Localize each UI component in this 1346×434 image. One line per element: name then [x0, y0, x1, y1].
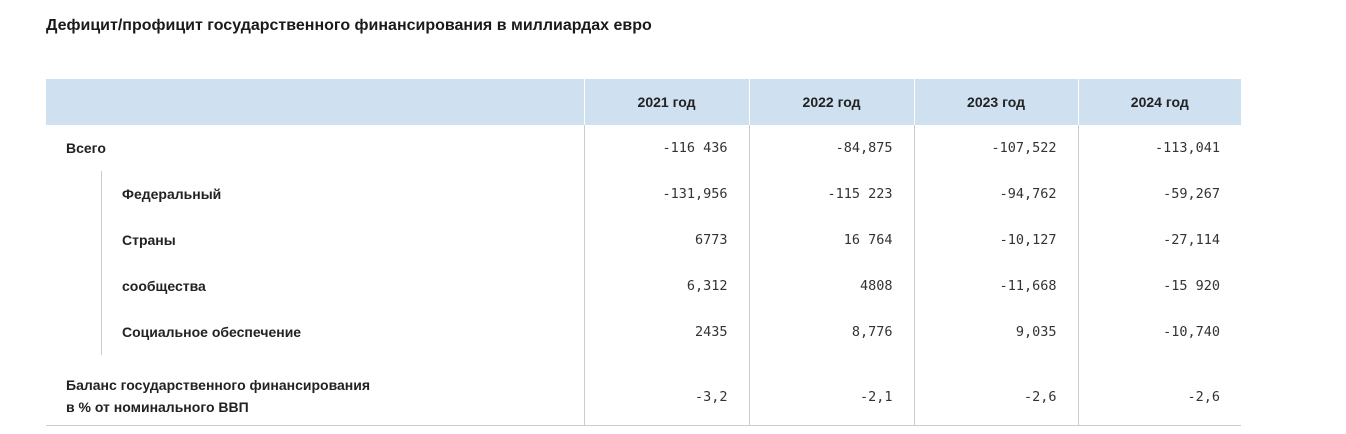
table-title: Дефицит/профицит государственного финанс…	[46, 17, 652, 35]
table-cell: -2,1	[749, 355, 914, 426]
deficit-table: 2021 год 2022 год 2023 год 2024 год Всег…	[46, 79, 1241, 426]
header-label-cell	[46, 79, 584, 125]
balance-label-line1: Баланс государственного финансирования	[66, 374, 584, 396]
table-cell: -27,114	[1078, 217, 1241, 263]
table-row-balance: Баланс государственного финансирования в…	[46, 355, 1241, 426]
table-row-communities: сообщества 6,312 4808 -11,668 -15 920	[46, 263, 1241, 309]
table-cell: -115 223	[749, 171, 914, 217]
table-cell: 9,035	[914, 309, 1078, 355]
row-label: Страны	[101, 217, 584, 263]
table-cell: 6,312	[584, 263, 749, 309]
table-cell: -59,267	[1078, 171, 1241, 217]
table-cell: 16 764	[749, 217, 914, 263]
column-header-2021: 2021 год	[584, 79, 749, 125]
column-header-2024: 2024 год	[1078, 79, 1241, 125]
table-row-states: Страны 6773 16 764 -10,127 -27,114	[46, 217, 1241, 263]
column-header-2023: 2023 год	[914, 79, 1078, 125]
table-cell: -107,522	[914, 125, 1078, 171]
table-cell: -15 920	[1078, 263, 1241, 309]
row-label: Всего	[46, 125, 584, 171]
balance-label-line2: в % от номинального ВВП	[66, 396, 584, 418]
column-header-2022: 2022 год	[749, 79, 914, 125]
table-cell: -10,127	[914, 217, 1078, 263]
table-cell: -2,6	[914, 355, 1078, 426]
table-cell: -116 436	[584, 125, 749, 171]
table-cell: -113,041	[1078, 125, 1241, 171]
table-cell: -3,2	[584, 355, 749, 426]
table-cell: 2435	[584, 309, 749, 355]
row-label: Социальное обеспечение	[101, 309, 584, 355]
table-cell: -10,740	[1078, 309, 1241, 355]
table-cell: 6773	[584, 217, 749, 263]
table-row-social-security: Социальное обеспечение 2435 8,776 9,035 …	[46, 309, 1241, 355]
table-cell: -94,762	[914, 171, 1078, 217]
table-cell: 8,776	[749, 309, 914, 355]
row-label: Баланс государственного финансирования в…	[46, 355, 584, 426]
row-label: сообщества	[101, 263, 584, 309]
table-row-total: Всего -116 436 -84,875 -107,522 -113,041	[46, 125, 1241, 171]
header-row: 2021 год 2022 год 2023 год 2024 год	[46, 79, 1241, 125]
table-cell: -84,875	[749, 125, 914, 171]
row-label: Федеральный	[101, 171, 584, 217]
table-cell: 4808	[749, 263, 914, 309]
table-cell: -11,668	[914, 263, 1078, 309]
table-cell: -2,6	[1078, 355, 1241, 426]
table-row-federal: Федеральный -131,956 -115 223 -94,762 -5…	[46, 171, 1241, 217]
table-cell: -131,956	[584, 171, 749, 217]
